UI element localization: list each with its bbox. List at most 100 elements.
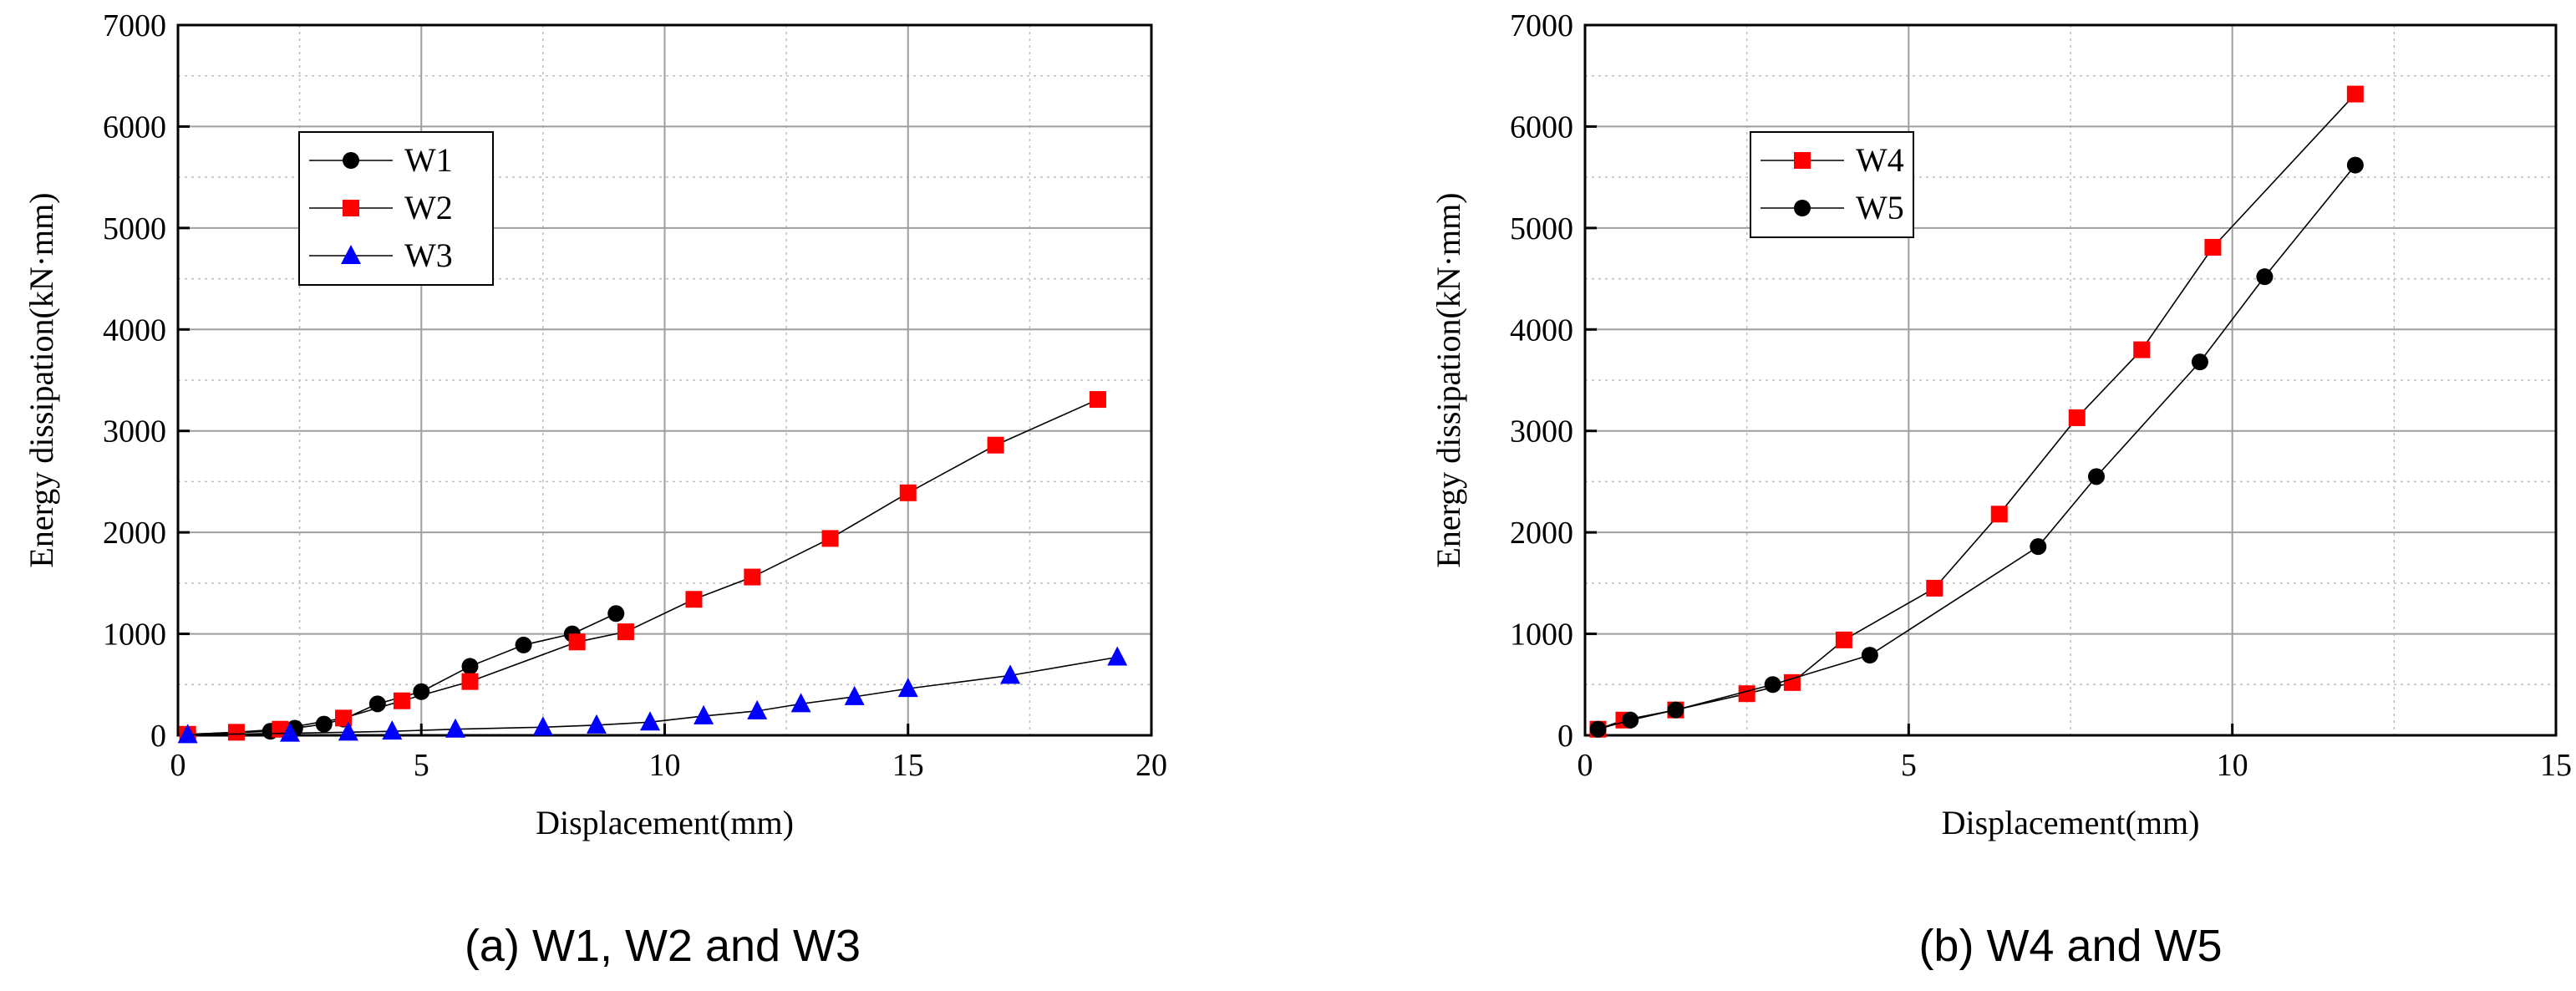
series-line: [1598, 165, 2356, 730]
legend-label: W5: [1856, 189, 1904, 226]
y-tick-label: 3000: [103, 414, 166, 450]
legend-label: W1: [404, 141, 453, 179]
y-tick-label: 7000: [1510, 8, 1573, 43]
data-point: [461, 673, 479, 690]
legend-marker: [1794, 200, 1811, 216]
legend-label: W3: [404, 236, 453, 274]
data-point: [694, 704, 714, 724]
y-tick-label: 2000: [1510, 516, 1573, 551]
series-w5: [1589, 156, 2364, 738]
data-point: [2068, 409, 2086, 426]
data-point: [1738, 685, 1755, 703]
data-point: [1622, 711, 1639, 729]
data-point: [844, 685, 865, 705]
data-point: [1107, 646, 1128, 666]
legend-marker: [343, 152, 359, 169]
series-w4: [1589, 85, 2364, 738]
x-tick-label: 10: [649, 748, 681, 783]
legend-marker: [1794, 152, 1811, 169]
data-point: [2204, 238, 2222, 256]
y-tick-label: 1000: [1510, 617, 1573, 653]
data-point: [445, 718, 466, 738]
data-point: [821, 530, 839, 547]
series-line: [187, 612, 617, 735]
y-axis-label: Energy dissipation(kN·mm): [23, 192, 60, 567]
y-tick-label: 1000: [103, 617, 166, 653]
x-tick-label: 15: [2540, 748, 2572, 783]
data-point: [393, 692, 410, 709]
data-point: [899, 484, 917, 501]
x-tick-label: 20: [1136, 748, 1167, 783]
data-point: [568, 633, 586, 651]
data-point: [382, 720, 403, 740]
data-point: [515, 636, 532, 653]
data-point: [1861, 647, 1878, 664]
data-point: [617, 623, 634, 641]
data-point: [368, 695, 386, 713]
x-tick-label: 15: [892, 748, 924, 783]
data-point: [177, 724, 198, 744]
data-point: [1783, 673, 1801, 691]
data-point: [532, 716, 553, 736]
legend-label: W2: [404, 189, 453, 226]
data-point: [744, 568, 761, 586]
data-point: [790, 693, 811, 713]
data-point: [747, 699, 768, 719]
data-point: [1835, 631, 1852, 648]
y-tick-label: 6000: [103, 109, 166, 145]
data-point: [1000, 664, 1021, 684]
data-point: [2256, 268, 2274, 286]
chart-w4-w5: 0 5 10 15 0 1000 2000 3000 4000 5000 6000 7000 Displ…: [1430, 8, 2572, 971]
data-point: [1089, 391, 1106, 409]
data-point: [338, 721, 358, 741]
data-point: [461, 658, 479, 675]
y-axis-label: Energy dissipation(kN·mm): [1430, 192, 1467, 567]
data-point: [279, 722, 300, 742]
legend-box: [1750, 131, 1914, 238]
data-point: [315, 715, 333, 733]
y-tick-label: 2000: [103, 516, 166, 551]
data-point: [1926, 579, 1943, 597]
data-point: [1764, 676, 1781, 694]
figure-caption: (b) W4 and W5: [1918, 921, 2222, 971]
x-tick-label: 0: [1578, 748, 1593, 783]
y-tick-label: 5000: [1510, 211, 1573, 246]
legend: W1 W2 W3: [298, 131, 494, 286]
legend-label: W4: [1856, 141, 1904, 179]
data-point: [335, 709, 353, 727]
data-point: [2191, 353, 2208, 371]
y-tick-label: 4000: [1510, 313, 1573, 348]
data-point: [987, 436, 1004, 454]
y-tick-label: 0: [1557, 719, 1573, 754]
data-point: [586, 714, 607, 734]
data-point: [1667, 701, 1684, 719]
figure-caption: (a) W1, W2 and W3: [465, 921, 861, 971]
data-point: [227, 724, 245, 741]
y-tick-label: 3000: [1510, 414, 1573, 450]
x-axis-label: Displacement(mm): [1942, 804, 2200, 841]
y-tick-label: 5000: [103, 211, 166, 246]
data-point: [685, 591, 703, 608]
x-tick-label: 0: [170, 748, 186, 783]
data-point: [640, 711, 661, 731]
y-tick-label: 4000: [103, 313, 166, 348]
data-point: [2346, 156, 2364, 174]
x-tick-label: 10: [2217, 748, 2248, 783]
series-w1: [179, 605, 625, 743]
data-point: [897, 678, 918, 698]
data-point: [2133, 341, 2151, 358]
chart-w1-w2-w3: 0 5 10 15 20 0 1000 2000 3000 4000 5000 6000 7000 Dis…: [23, 8, 1167, 971]
x-tick-label: 5: [414, 748, 429, 783]
data-point: [2087, 468, 2105, 485]
y-tick-label: 7000: [103, 8, 166, 43]
data-point: [607, 605, 625, 623]
series-w3: [177, 646, 1128, 744]
data-point: [1589, 720, 1607, 738]
legend-marker: [343, 200, 359, 216]
legend-marker: [341, 245, 361, 264]
data-point: [1990, 506, 2008, 523]
data-point: [2030, 538, 2047, 556]
x-axis-label: Displacement(mm): [536, 804, 794, 841]
